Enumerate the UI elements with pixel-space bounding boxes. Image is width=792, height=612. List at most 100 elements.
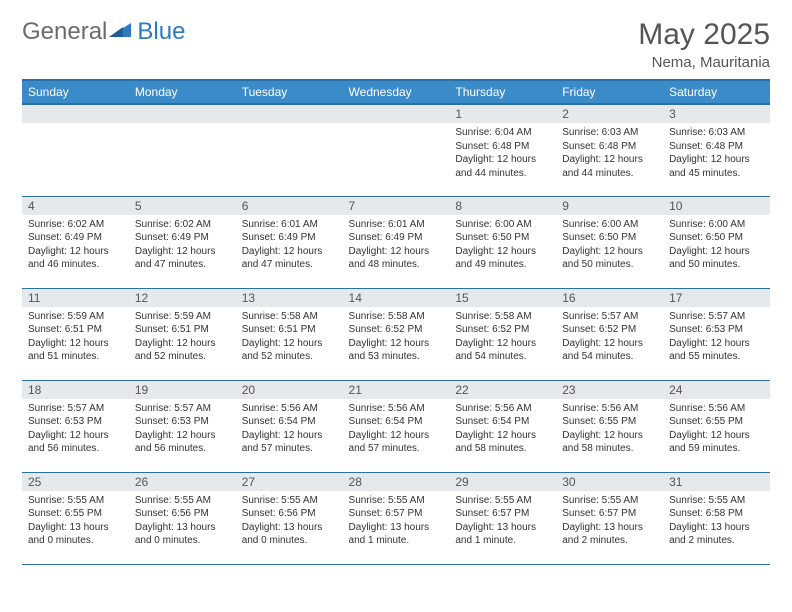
sunset-line: Sunset: 6:52 PM	[349, 323, 444, 337]
day-number: 19	[129, 381, 236, 399]
sunset-line: Sunset: 6:48 PM	[562, 140, 657, 154]
sunset-line: Sunset: 6:48 PM	[669, 140, 764, 154]
day-content: Sunrise: 5:59 AMSunset: 6:51 PMDaylight:…	[129, 307, 236, 368]
calendar-cell: 30Sunrise: 5:55 AMSunset: 6:57 PMDayligh…	[556, 472, 663, 564]
daylight-line: Daylight: 12 hours and 53 minutes.	[349, 337, 444, 364]
day-content: Sunrise: 6:04 AMSunset: 6:48 PMDaylight:…	[449, 123, 556, 184]
weekday-header: Thursday	[449, 80, 556, 104]
calendar-cell: 19Sunrise: 5:57 AMSunset: 6:53 PMDayligh…	[129, 380, 236, 472]
day-number: 6	[236, 197, 343, 215]
calendar-cell: 15Sunrise: 5:58 AMSunset: 6:52 PMDayligh…	[449, 288, 556, 380]
calendar-cell: 26Sunrise: 5:55 AMSunset: 6:56 PMDayligh…	[129, 472, 236, 564]
sunrise-line: Sunrise: 6:04 AM	[455, 126, 550, 140]
day-number: 26	[129, 473, 236, 491]
sunrise-line: Sunrise: 6:00 AM	[562, 218, 657, 232]
weekday-header: Tuesday	[236, 80, 343, 104]
daylight-line: Daylight: 12 hours and 49 minutes.	[455, 245, 550, 272]
weekday-header: Saturday	[663, 80, 770, 104]
day-content: Sunrise: 5:58 AMSunset: 6:52 PMDaylight:…	[343, 307, 450, 368]
day-content: Sunrise: 6:00 AMSunset: 6:50 PMDaylight:…	[449, 215, 556, 276]
sunrise-line: Sunrise: 5:57 AM	[28, 402, 123, 416]
day-number: 11	[22, 289, 129, 307]
calendar-cell: 29Sunrise: 5:55 AMSunset: 6:57 PMDayligh…	[449, 472, 556, 564]
sunrise-line: Sunrise: 5:55 AM	[562, 494, 657, 508]
sunset-line: Sunset: 6:50 PM	[669, 231, 764, 245]
header: General Blue May 2025 Nema, Mauritania	[22, 18, 770, 71]
day-number: 15	[449, 289, 556, 307]
sunset-line: Sunset: 6:55 PM	[28, 507, 123, 521]
calendar-cell: 16Sunrise: 5:57 AMSunset: 6:52 PMDayligh…	[556, 288, 663, 380]
sunrise-line: Sunrise: 5:55 AM	[455, 494, 550, 508]
day-number: 20	[236, 381, 343, 399]
day-content: Sunrise: 5:56 AMSunset: 6:54 PMDaylight:…	[236, 399, 343, 460]
calendar-cell: 22Sunrise: 5:56 AMSunset: 6:54 PMDayligh…	[449, 380, 556, 472]
day-content: Sunrise: 6:00 AMSunset: 6:50 PMDaylight:…	[663, 215, 770, 276]
sunrise-line: Sunrise: 6:00 AM	[455, 218, 550, 232]
sunset-line: Sunset: 6:50 PM	[562, 231, 657, 245]
day-content: Sunrise: 5:55 AMSunset: 6:57 PMDaylight:…	[556, 491, 663, 552]
sunset-line: Sunset: 6:49 PM	[135, 231, 230, 245]
daylight-line: Daylight: 12 hours and 58 minutes.	[562, 429, 657, 456]
day-number: 24	[663, 381, 770, 399]
day-content: Sunrise: 6:01 AMSunset: 6:49 PMDaylight:…	[236, 215, 343, 276]
day-number: 13	[236, 289, 343, 307]
daylight-line: Daylight: 12 hours and 56 minutes.	[28, 429, 123, 456]
sunset-line: Sunset: 6:54 PM	[455, 415, 550, 429]
calendar-cell	[236, 104, 343, 196]
daylight-line: Daylight: 12 hours and 44 minutes.	[455, 153, 550, 180]
day-number: 21	[343, 381, 450, 399]
sunrise-line: Sunrise: 5:56 AM	[562, 402, 657, 416]
day-number: 30	[556, 473, 663, 491]
day-number-band	[22, 105, 129, 123]
weekday-header: Wednesday	[343, 80, 450, 104]
daylight-line: Daylight: 12 hours and 47 minutes.	[242, 245, 337, 272]
sunrise-line: Sunrise: 5:56 AM	[242, 402, 337, 416]
day-number: 28	[343, 473, 450, 491]
day-number: 8	[449, 197, 556, 215]
sunset-line: Sunset: 6:53 PM	[135, 415, 230, 429]
calendar-body: 1Sunrise: 6:04 AMSunset: 6:48 PMDaylight…	[22, 104, 770, 564]
calendar-row: 18Sunrise: 5:57 AMSunset: 6:53 PMDayligh…	[22, 380, 770, 472]
daylight-line: Daylight: 13 hours and 0 minutes.	[242, 521, 337, 548]
day-number: 14	[343, 289, 450, 307]
day-content: Sunrise: 5:58 AMSunset: 6:52 PMDaylight:…	[449, 307, 556, 368]
sunrise-line: Sunrise: 6:00 AM	[669, 218, 764, 232]
day-content: Sunrise: 5:57 AMSunset: 6:53 PMDaylight:…	[22, 399, 129, 460]
calendar-cell: 2Sunrise: 6:03 AMSunset: 6:48 PMDaylight…	[556, 104, 663, 196]
sunset-line: Sunset: 6:54 PM	[349, 415, 444, 429]
daylight-line: Daylight: 13 hours and 2 minutes.	[562, 521, 657, 548]
calendar-cell: 7Sunrise: 6:01 AMSunset: 6:49 PMDaylight…	[343, 196, 450, 288]
calendar-cell: 11Sunrise: 5:59 AMSunset: 6:51 PMDayligh…	[22, 288, 129, 380]
sunrise-line: Sunrise: 5:58 AM	[349, 310, 444, 324]
sunset-line: Sunset: 6:53 PM	[669, 323, 764, 337]
day-number: 10	[663, 197, 770, 215]
calendar-cell: 1Sunrise: 6:04 AMSunset: 6:48 PMDaylight…	[449, 104, 556, 196]
calendar-row: 4Sunrise: 6:02 AMSunset: 6:49 PMDaylight…	[22, 196, 770, 288]
daylight-line: Daylight: 12 hours and 52 minutes.	[242, 337, 337, 364]
sunrise-line: Sunrise: 6:01 AM	[242, 218, 337, 232]
calendar-cell	[22, 104, 129, 196]
day-content: Sunrise: 5:55 AMSunset: 6:57 PMDaylight:…	[449, 491, 556, 552]
calendar-table: Sunday Monday Tuesday Wednesday Thursday…	[22, 79, 770, 565]
daylight-line: Daylight: 12 hours and 52 minutes.	[135, 337, 230, 364]
sunset-line: Sunset: 6:52 PM	[455, 323, 550, 337]
daylight-line: Daylight: 12 hours and 50 minutes.	[669, 245, 764, 272]
daylight-line: Daylight: 12 hours and 57 minutes.	[349, 429, 444, 456]
calendar-cell: 28Sunrise: 5:55 AMSunset: 6:57 PMDayligh…	[343, 472, 450, 564]
sunset-line: Sunset: 6:52 PM	[562, 323, 657, 337]
calendar-cell: 8Sunrise: 6:00 AMSunset: 6:50 PMDaylight…	[449, 196, 556, 288]
calendar-cell: 20Sunrise: 5:56 AMSunset: 6:54 PMDayligh…	[236, 380, 343, 472]
day-number: 16	[556, 289, 663, 307]
sunset-line: Sunset: 6:49 PM	[28, 231, 123, 245]
sunrise-line: Sunrise: 5:55 AM	[135, 494, 230, 508]
daylight-line: Daylight: 13 hours and 1 minute.	[455, 521, 550, 548]
sunrise-line: Sunrise: 6:02 AM	[28, 218, 123, 232]
title-block: May 2025 Nema, Mauritania	[638, 18, 770, 71]
day-number: 23	[556, 381, 663, 399]
daylight-line: Daylight: 12 hours and 47 minutes.	[135, 245, 230, 272]
calendar-cell: 17Sunrise: 5:57 AMSunset: 6:53 PMDayligh…	[663, 288, 770, 380]
calendar-cell: 25Sunrise: 5:55 AMSunset: 6:55 PMDayligh…	[22, 472, 129, 564]
sunrise-line: Sunrise: 5:57 AM	[135, 402, 230, 416]
calendar-cell: 9Sunrise: 6:00 AMSunset: 6:50 PMDaylight…	[556, 196, 663, 288]
calendar-cell: 23Sunrise: 5:56 AMSunset: 6:55 PMDayligh…	[556, 380, 663, 472]
